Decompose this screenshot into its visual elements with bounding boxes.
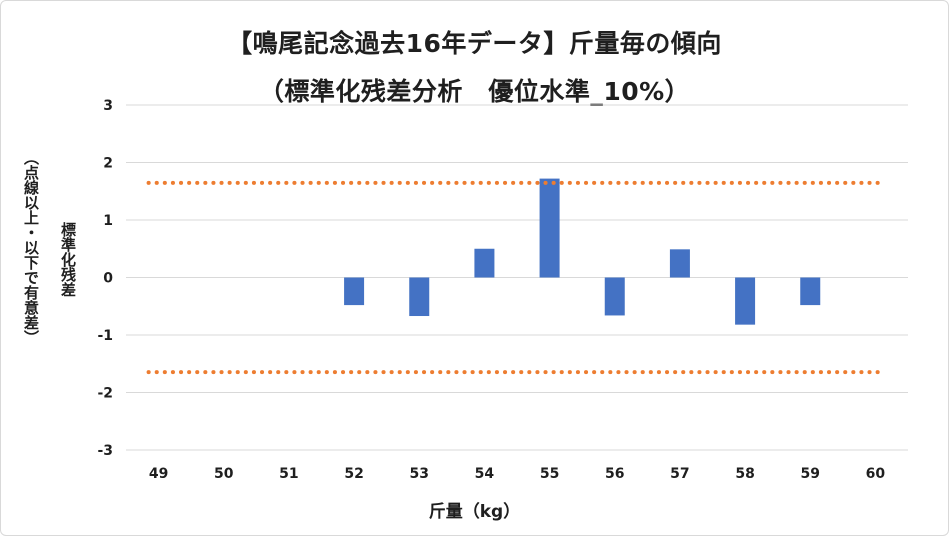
- bar-58: [735, 277, 756, 325]
- y-tick-label: 2: [103, 156, 113, 172]
- y-axis-label-note: （点線以上・以下で有意差）: [22, 150, 40, 345]
- y-tick-label: -1: [97, 328, 113, 344]
- y-tick-label: 0: [103, 271, 113, 287]
- x-tick-label: 53: [410, 466, 429, 482]
- y-tick-label: -3: [97, 443, 113, 459]
- bar-54: [474, 248, 495, 278]
- y-tick-label: -2: [97, 386, 113, 402]
- x-tick-label: 51: [279, 466, 298, 482]
- x-tick-label: 59: [801, 466, 820, 482]
- x-tick-label: 56: [605, 466, 624, 482]
- bar-57: [669, 249, 690, 278]
- y-tick-label: 1: [103, 213, 113, 229]
- x-tick-label: 54: [475, 466, 495, 482]
- x-tick-label: 60: [866, 466, 886, 482]
- y-tick-label: 3: [103, 98, 113, 114]
- x-tick-label: 52: [344, 466, 363, 482]
- chart-title: 【鳴尾記念過去16年データ】斤量毎の傾向: [227, 29, 722, 58]
- x-tick-label: 57: [670, 466, 689, 482]
- x-tick-label: 55: [540, 466, 559, 482]
- bar-52: [344, 277, 365, 306]
- x-tick-label: 49: [149, 466, 168, 482]
- chart-subtitle: （標準化残差分析 優位水準_10%）: [258, 77, 691, 106]
- bar-56: [604, 277, 625, 316]
- y-axis-label: 標準化残差: [59, 222, 77, 297]
- bar-55: [539, 178, 560, 278]
- x-tick-label: 58: [735, 466, 754, 482]
- x-axis-label: 斤量（kg）: [428, 502, 521, 522]
- bar-53: [409, 277, 430, 317]
- bar-59: [800, 277, 821, 306]
- x-tick-label: 50: [214, 466, 234, 482]
